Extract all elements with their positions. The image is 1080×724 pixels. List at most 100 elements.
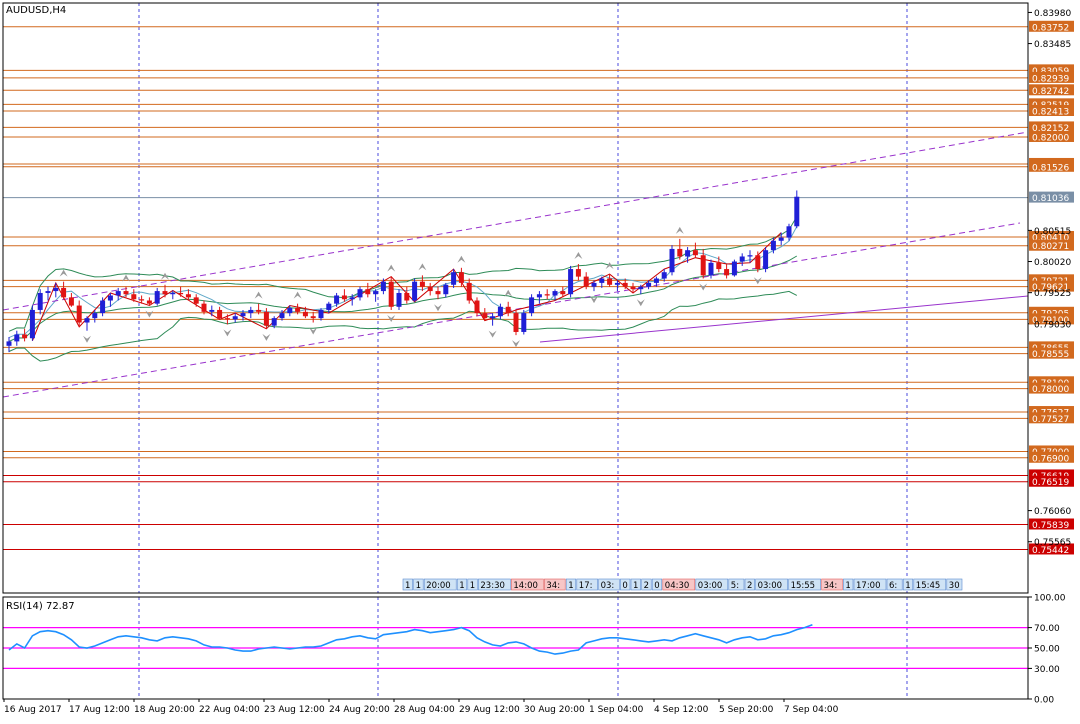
level-price-tag: 0.76519 — [1029, 475, 1074, 488]
candle-body — [755, 255, 761, 270]
time-tick-label: 5 Sep 20:00 — [719, 705, 774, 715]
level-tag-text: 0.78555 — [1032, 350, 1069, 360]
session-tag: 1 — [630, 578, 641, 591]
candle-body — [638, 286, 644, 290]
level-tag-text: 0.80410 — [1032, 233, 1069, 243]
session-tag-bg — [576, 578, 598, 591]
fractal-down-marker — [434, 304, 442, 312]
candle — [232, 313, 238, 323]
session-tag-text: 17: — [579, 581, 593, 591]
candle — [638, 284, 644, 295]
session-tag-bg — [620, 578, 631, 591]
candle-body — [458, 272, 464, 283]
level-tag-bg — [1029, 71, 1074, 83]
time-tick-label: 18 Aug 20:00 — [134, 705, 195, 715]
level-tag-bg — [1029, 20, 1074, 32]
candle — [770, 237, 776, 254]
candle-body — [84, 318, 90, 323]
session-tag-text: 1 — [845, 581, 850, 591]
level-tag-text: 0.83059 — [1032, 67, 1069, 77]
zigzag-line — [31, 232, 782, 341]
candle — [786, 223, 792, 241]
session-tag: 34: — [544, 578, 566, 591]
candle-body — [552, 291, 558, 296]
candle-body — [529, 297, 535, 314]
candle-body — [185, 294, 191, 298]
candle-body — [536, 294, 542, 298]
time-tick-label: 7 Sep 04:00 — [784, 705, 839, 715]
level-tag-bg — [1029, 445, 1074, 457]
candle — [302, 306, 308, 319]
fractal-up-marker — [59, 269, 68, 277]
candle — [388, 276, 394, 310]
candle — [560, 286, 566, 298]
candle — [115, 287, 121, 301]
fractal-up-marker — [574, 252, 583, 260]
level-tag-text: 0.76519 — [1032, 478, 1069, 488]
candle-body — [622, 282, 628, 287]
trend-line-short — [539, 295, 1029, 343]
session-tag-text: 20:00 — [426, 581, 451, 591]
session-tag-bg — [843, 578, 854, 591]
candle-body — [513, 313, 519, 332]
candle — [583, 272, 589, 290]
fractal-up-marker — [122, 274, 130, 282]
session-tag-bg — [641, 578, 652, 591]
candle-body — [575, 269, 581, 277]
time-tick-label: 17 Aug 12:00 — [69, 705, 130, 715]
candle-body — [770, 240, 776, 251]
level-tag-bg — [1029, 191, 1074, 203]
candle-body — [193, 297, 199, 304]
level-tag-bg — [1029, 64, 1074, 76]
level-tag-bg — [1029, 104, 1074, 116]
session-tag: 30 — [946, 578, 963, 591]
candle-body — [677, 248, 683, 257]
candle — [669, 245, 675, 276]
candle — [677, 238, 683, 260]
level-tag-text: 0.75839 — [1032, 521, 1069, 531]
session-tag-text: 34: — [824, 581, 838, 591]
candle — [490, 313, 496, 326]
candle — [482, 308, 488, 321]
candle — [427, 282, 433, 296]
candle — [14, 330, 20, 346]
session-tag: 0 — [651, 578, 663, 591]
session-tag-bg — [744, 578, 755, 591]
rsi-title: RSI(14) 72.87 — [6, 601, 75, 612]
candle-body — [178, 292, 184, 295]
session-tag: 1 — [902, 578, 914, 591]
level-tag-text: 0.75442 — [1032, 546, 1069, 556]
candle — [263, 308, 269, 329]
level-tag-bg — [1029, 130, 1074, 142]
candle-body — [139, 299, 145, 301]
candle — [107, 292, 113, 307]
candle — [755, 251, 761, 273]
candle — [256, 303, 262, 315]
session-tag-text: 0 — [622, 581, 627, 591]
session-tag-text: 0 — [654, 581, 659, 591]
level-tag-text: 0.77527 — [1032, 415, 1069, 425]
candle — [240, 309, 246, 321]
candle — [521, 309, 527, 335]
candle-body — [614, 282, 620, 285]
level-tag-bg — [1029, 239, 1074, 251]
session-tag-bg — [651, 578, 663, 591]
level-tag-bg — [1029, 475, 1074, 487]
candle-body — [692, 250, 698, 256]
rsi-tick-label: 100.00 — [1034, 594, 1066, 604]
candle — [599, 276, 605, 288]
session-tag-text: 15:45 — [916, 581, 941, 591]
candle-body — [310, 316, 316, 319]
candle — [341, 289, 347, 302]
level-tag-text: 0.79100 — [1032, 316, 1069, 326]
fractal-up-marker — [293, 291, 302, 299]
candle — [451, 269, 457, 288]
candle-body — [248, 309, 254, 314]
level-price-tag: 0.82939 — [1029, 71, 1074, 84]
candle-body — [302, 311, 308, 317]
session-tag: 5: — [728, 578, 745, 591]
session-tag-bg — [902, 578, 914, 591]
level-price-tag: 0.75442 — [1029, 543, 1074, 556]
candle-body — [490, 316, 496, 319]
